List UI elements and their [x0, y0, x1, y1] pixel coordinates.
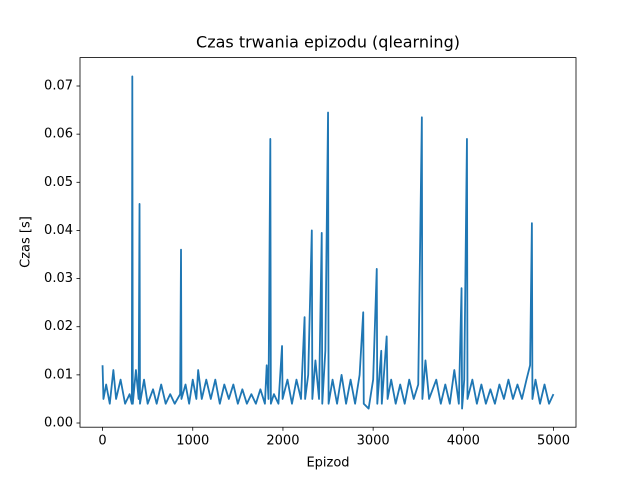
y-tick-label: 0.01: [44, 367, 73, 382]
x-axis-label: Epizod: [306, 456, 349, 471]
x-tick-label: 1000: [176, 434, 209, 449]
y-tick-label: 0.07: [44, 79, 73, 94]
y-tick-label: 0.05: [44, 175, 73, 190]
y-tick-label: 0.04: [44, 223, 73, 238]
y-tick-label: 0.06: [44, 127, 73, 142]
axes-frame: [79, 57, 577, 428]
x-tick-label: 0: [98, 434, 106, 449]
y-tick-label: 0.02: [44, 319, 73, 334]
y-axis-label: Czas [s]: [19, 216, 34, 268]
x-tick-label: 4000: [447, 434, 480, 449]
chart-title: Czas trwania epizodu (qlearning): [196, 33, 460, 52]
x-tick-label: 2000: [266, 434, 299, 449]
y-tick-label: 0.03: [44, 271, 73, 286]
data-line: [101, 75, 555, 410]
y-tick-label: 0.00: [44, 416, 73, 431]
x-tick-label: 3000: [357, 434, 390, 449]
x-tick-label: 5000: [537, 434, 570, 449]
